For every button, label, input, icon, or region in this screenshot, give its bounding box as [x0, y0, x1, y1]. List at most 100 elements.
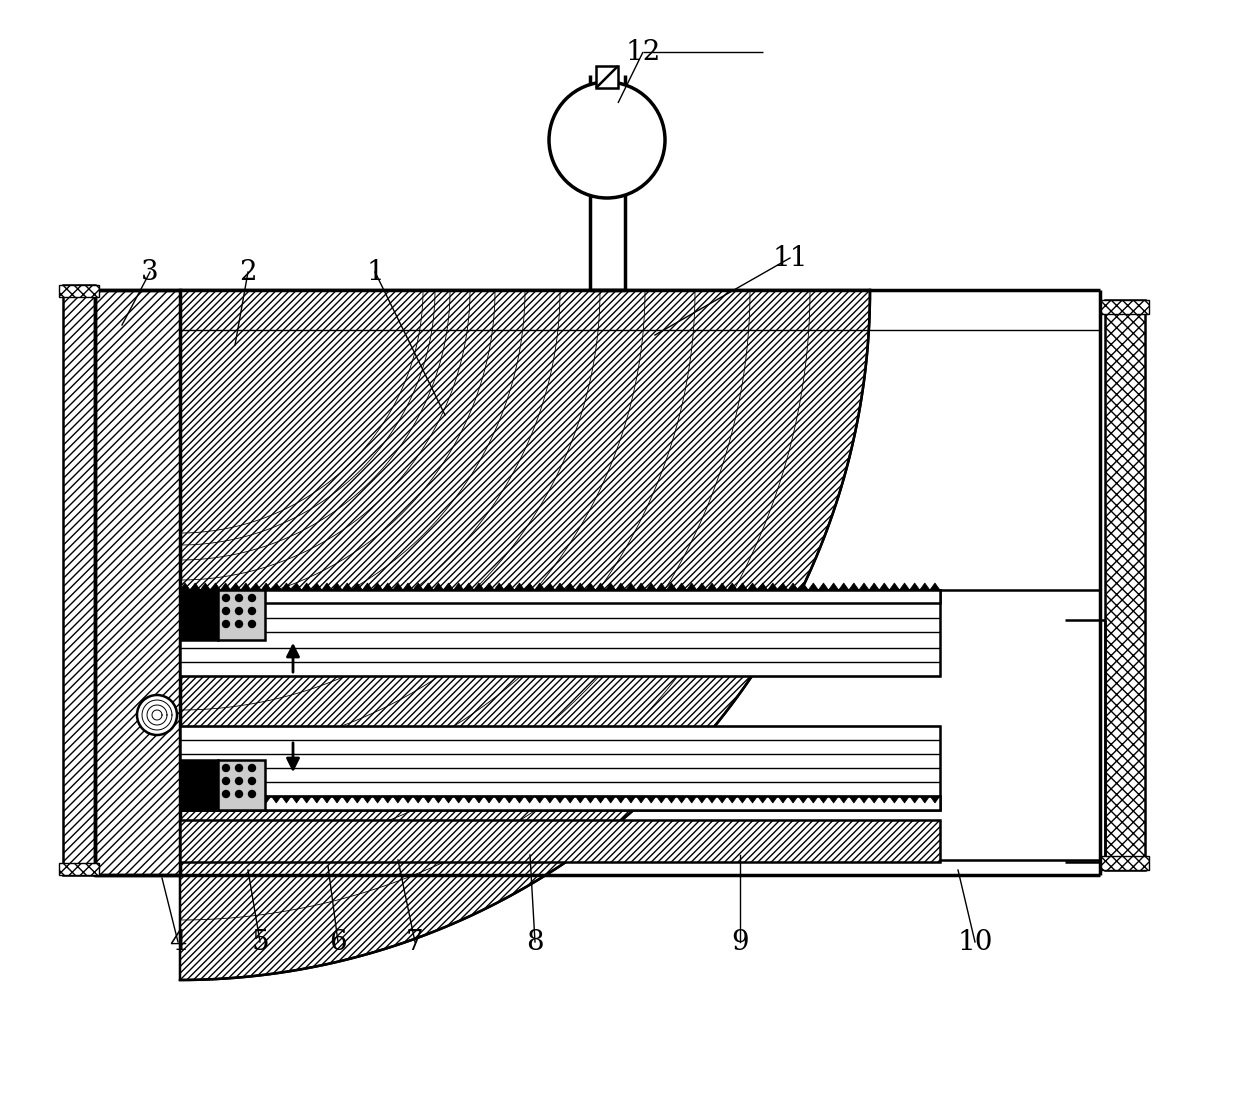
Circle shape	[222, 594, 229, 601]
Polygon shape	[332, 796, 342, 803]
Polygon shape	[727, 583, 738, 590]
Bar	[180, 590, 218, 640]
Polygon shape	[433, 583, 444, 590]
Polygon shape	[505, 583, 515, 590]
Polygon shape	[707, 796, 717, 803]
Polygon shape	[444, 583, 454, 590]
Polygon shape	[231, 583, 241, 590]
Polygon shape	[828, 796, 838, 803]
Circle shape	[248, 608, 255, 614]
Polygon shape	[505, 796, 515, 803]
Polygon shape	[920, 583, 930, 590]
Polygon shape	[403, 796, 413, 803]
Text: 12: 12	[625, 39, 661, 65]
Polygon shape	[768, 583, 777, 590]
Polygon shape	[262, 796, 272, 803]
Polygon shape	[556, 796, 565, 803]
Text: 4: 4	[169, 928, 187, 956]
Text: 8: 8	[526, 928, 544, 956]
Text: 3: 3	[141, 258, 159, 285]
Polygon shape	[211, 583, 221, 590]
Polygon shape	[738, 583, 748, 590]
Polygon shape	[322, 796, 332, 803]
Bar	[60, 285, 99, 297]
Bar	[180, 726, 940, 810]
Polygon shape	[301, 583, 311, 590]
Polygon shape	[585, 583, 595, 590]
Polygon shape	[250, 583, 262, 590]
Polygon shape	[930, 583, 940, 590]
Polygon shape	[859, 796, 869, 803]
Polygon shape	[362, 796, 372, 803]
Polygon shape	[413, 583, 423, 590]
Circle shape	[248, 764, 255, 772]
Polygon shape	[849, 796, 859, 803]
Polygon shape	[777, 796, 787, 803]
Polygon shape	[748, 796, 758, 803]
Polygon shape	[595, 796, 605, 803]
Polygon shape	[768, 796, 777, 803]
Polygon shape	[799, 796, 808, 803]
Polygon shape	[464, 796, 474, 803]
Polygon shape	[372, 583, 383, 590]
Bar	[1101, 856, 1149, 869]
Polygon shape	[565, 583, 575, 590]
Polygon shape	[636, 796, 646, 803]
Circle shape	[222, 621, 229, 628]
Bar	[218, 760, 265, 810]
Bar	[95, 289, 180, 875]
Polygon shape	[738, 796, 748, 803]
Polygon shape	[859, 583, 869, 590]
Polygon shape	[190, 583, 201, 590]
Polygon shape	[423, 796, 433, 803]
Polygon shape	[454, 796, 464, 803]
Circle shape	[222, 764, 229, 772]
Polygon shape	[677, 583, 687, 590]
Polygon shape	[383, 583, 393, 590]
Polygon shape	[322, 583, 332, 590]
Circle shape	[248, 777, 255, 784]
Text: 6: 6	[329, 928, 347, 956]
Polygon shape	[585, 796, 595, 803]
Polygon shape	[393, 583, 403, 590]
Polygon shape	[777, 583, 787, 590]
Polygon shape	[281, 583, 291, 590]
Bar	[63, 285, 95, 875]
Polygon shape	[677, 796, 687, 803]
Text: 9: 9	[732, 928, 749, 956]
Circle shape	[236, 594, 243, 601]
Polygon shape	[241, 583, 250, 590]
Polygon shape	[211, 796, 221, 803]
Polygon shape	[464, 583, 474, 590]
Circle shape	[248, 594, 255, 601]
Polygon shape	[201, 796, 211, 803]
Polygon shape	[758, 583, 768, 590]
Polygon shape	[544, 796, 556, 803]
Polygon shape	[687, 796, 697, 803]
Bar	[180, 796, 940, 810]
Polygon shape	[180, 289, 870, 980]
Polygon shape	[423, 583, 433, 590]
Polygon shape	[291, 583, 301, 590]
Bar	[180, 590, 940, 676]
Polygon shape	[838, 796, 849, 803]
Polygon shape	[626, 583, 636, 590]
Polygon shape	[787, 796, 799, 803]
Bar	[180, 820, 940, 862]
Polygon shape	[869, 796, 879, 803]
Polygon shape	[372, 796, 383, 803]
Polygon shape	[808, 796, 818, 803]
Polygon shape	[636, 583, 646, 590]
Polygon shape	[332, 583, 342, 590]
Polygon shape	[605, 583, 616, 590]
Polygon shape	[879, 583, 889, 590]
Polygon shape	[190, 796, 201, 803]
Text: 2: 2	[239, 258, 257, 285]
Polygon shape	[494, 583, 505, 590]
Circle shape	[136, 695, 177, 735]
Polygon shape	[474, 583, 484, 590]
Polygon shape	[758, 796, 768, 803]
Polygon shape	[808, 583, 818, 590]
Circle shape	[549, 82, 665, 199]
Polygon shape	[272, 796, 281, 803]
